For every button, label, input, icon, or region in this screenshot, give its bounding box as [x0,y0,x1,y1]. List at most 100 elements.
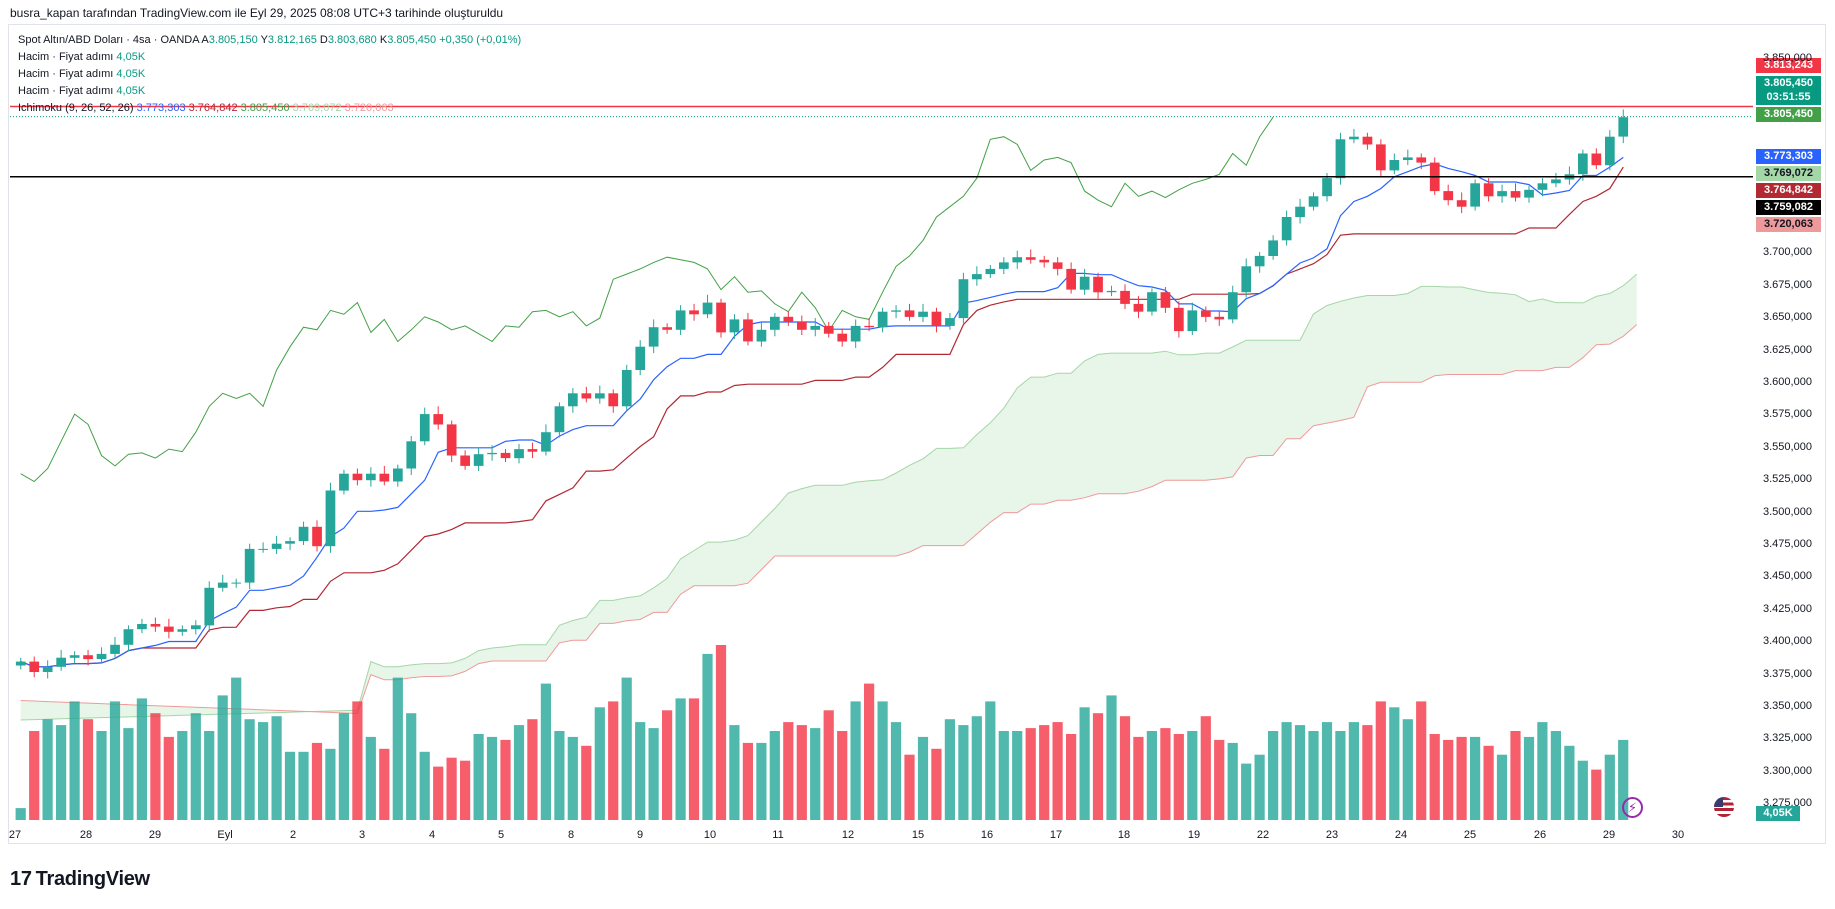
volume-bar [96,731,107,820]
candle-body [433,414,444,425]
candle-body [554,406,565,433]
y-axis-tick-label: 3.650,000 [1763,311,1812,324]
volume-bar [1523,736,1535,820]
volume-bar [1079,707,1090,820]
candle-body [729,319,740,333]
candle-body [1537,183,1548,190]
x-axis-tick-label: 5 [497,829,505,841]
candle-body [999,262,1009,269]
x-axis-tick-label: Eyl [217,829,233,841]
volume-bar [486,736,498,820]
volume-bar [338,713,349,820]
volume-bar [258,722,269,820]
x-axis-tick-label: 27 [8,829,22,841]
y-axis-tick-label: 3.350,000 [1763,700,1812,712]
volume-bar [1375,701,1386,820]
ichimoku-legend[interactable]: Ichimoku (9, 26, 52, 26) 3.773,303 3.764… [18,102,394,114]
y-axis-tick-label: 3.625,000 [1763,343,1812,356]
volume-bar [1012,731,1023,820]
candle-body [1403,157,1413,160]
x-axis-tick-label: 10 [703,829,717,841]
volume-bar [1160,728,1171,820]
candle-body [581,393,592,399]
candle-body [1362,136,1373,145]
candle-body [1591,153,1602,166]
candle-body [1025,257,1036,260]
candle-body [123,629,134,645]
candle-body [177,629,188,632]
volume-bar [379,748,390,820]
volume-bar [756,742,767,820]
y-axis-tick-label: 3.375,000 [1763,667,1812,680]
volume-legend-1[interactable]: Hacim · Fiyat adımı 4,05K [18,51,145,63]
x-axis-tick-label: 11 [772,829,784,841]
volume-bar [244,719,255,820]
volume-bar [163,736,174,820]
low-value: 3.803,680 [327,34,377,46]
volume-bar [1389,707,1400,820]
candle-body [1227,292,1238,320]
candle-body [770,316,780,330]
candle-body [1376,144,1386,171]
candle-body [83,655,93,660]
volume-bar [1402,719,1413,820]
candle-body [931,311,942,326]
candle-body [1416,157,1427,163]
x-axis-tick-label: 26 [1533,829,1547,841]
volume-bar [1133,736,1144,820]
senkou-span-b-line [20,324,1638,715]
volume-bar [1106,695,1117,820]
candle-body [1254,255,1265,267]
senkou-span-a-line [20,273,1638,721]
chart-frame[interactable] [8,24,1826,844]
candle-body [473,454,484,466]
volume-bar [715,645,727,820]
candle-body [648,327,659,347]
volume-bar [944,719,955,820]
volume-bar [662,710,673,820]
volume-bar [109,701,121,820]
candle-body [285,541,295,544]
x-axis-tick-label: 29 [148,829,162,841]
volume-bar [325,748,336,820]
volume-bar [1443,739,1454,820]
symbol-legend[interactable]: Spot Altın/ABD Doları · 4sa · OANDA A3.8… [18,34,521,46]
candle-body [1174,307,1184,332]
candle-body [595,393,605,399]
volume-bar [1604,754,1615,820]
volume-legend-3[interactable]: Hacim · Fiyat adımı 4,05K [18,85,145,97]
volume-bar [217,695,228,820]
y-axis-tick-label: 3.325,000 [1763,732,1812,745]
volume-bar [298,751,309,820]
volume-bar [958,725,969,820]
volume-bar [1294,725,1306,820]
tenkan-value: 3.773,303 [136,102,186,114]
candle-body [446,424,457,456]
volume-bar [150,713,161,820]
volume-bar [190,713,201,820]
volume-bar [1268,731,1279,820]
volume-bar [500,739,511,820]
candle-body [702,302,713,315]
volume-bar [540,683,551,820]
volume-bar [284,751,296,820]
volume-legend-2[interactable]: Hacim · Fiyat adımı 4,05K [18,68,145,80]
candle-body [675,310,686,330]
attribution-header: busra_kapan tarafından TradingView.com i… [10,6,504,20]
volume-bar [1241,763,1252,820]
volume-bar [15,808,26,820]
candle-body [850,325,861,342]
candle-body [1322,178,1332,197]
low-label: D [319,34,328,46]
volume-bar [204,731,215,820]
high-value: 3.812,165 [267,34,317,46]
candle-body [15,661,26,666]
lightning-icon[interactable]: ⚡ [1622,797,1643,818]
volume-bar [1510,731,1521,820]
candle-body [298,526,309,542]
candle-body [258,548,268,550]
candle-body [1012,257,1023,263]
tradingview-logo[interactable]: 17 TradingView [10,868,150,891]
volume-bar [82,719,94,820]
